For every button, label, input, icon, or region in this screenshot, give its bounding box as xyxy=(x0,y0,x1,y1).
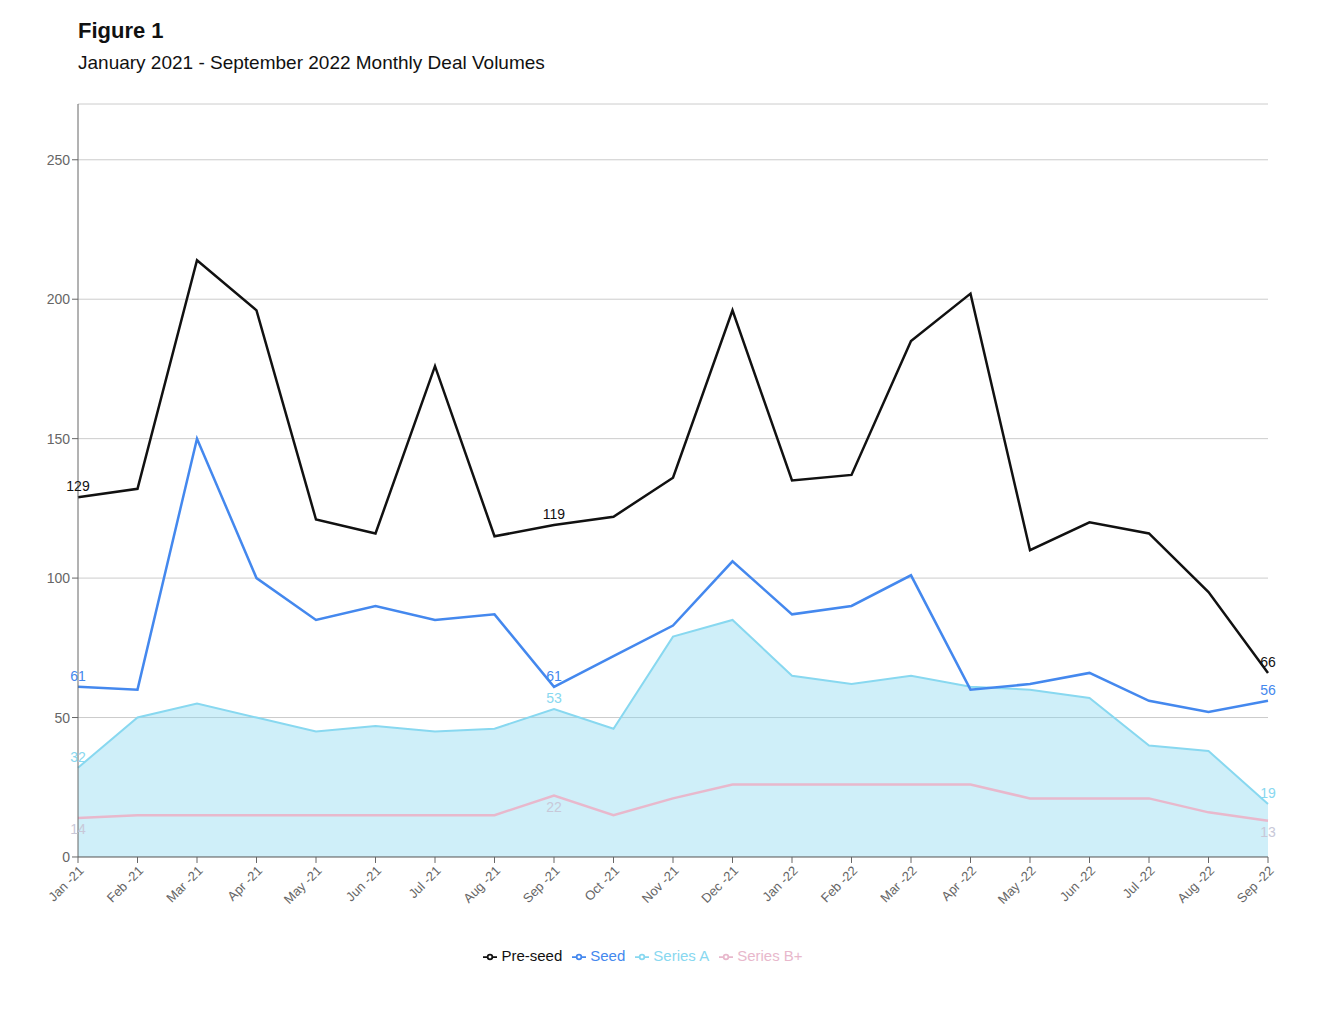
svg-text:Sep -22: Sep -22 xyxy=(1234,863,1277,906)
svg-text:Jul -22: Jul -22 xyxy=(1119,863,1157,901)
svg-text:53: 53 xyxy=(546,690,562,706)
svg-text:32: 32 xyxy=(70,749,86,765)
html-text:Series B+: Series B+ xyxy=(737,947,803,964)
svg-text:19: 19 xyxy=(1260,785,1276,801)
svg-text:May -21: May -21 xyxy=(281,863,325,907)
svg-text:Jan -22: Jan -22 xyxy=(759,863,800,904)
html-text:Seed: Seed xyxy=(590,947,626,964)
svg-text:13: 13 xyxy=(1260,824,1276,840)
svg-text:61: 61 xyxy=(70,668,86,684)
html-text:Figure 1: Figure 1 xyxy=(78,18,164,43)
svg-text:Jul -21: Jul -21 xyxy=(405,863,443,901)
svg-text:Sep -21: Sep -21 xyxy=(520,863,563,906)
svg-text:Apr -22: Apr -22 xyxy=(938,863,979,904)
svg-text:250: 250 xyxy=(47,152,71,168)
svg-text:Aug -22: Aug -22 xyxy=(1174,863,1217,906)
html-text:Series A: Series A xyxy=(653,947,710,964)
svg-text:119: 119 xyxy=(543,506,566,522)
svg-text:Jan -21: Jan -21 xyxy=(45,863,86,904)
svg-text:Jun -21: Jun -21 xyxy=(343,863,384,904)
html-text:January 2021 - September 2022: January 2021 - September 2022 Monthly De… xyxy=(78,52,545,73)
svg-text:56: 56 xyxy=(1260,682,1276,698)
svg-text:129: 129 xyxy=(66,478,90,494)
svg-text:14: 14 xyxy=(70,821,86,837)
svg-text:66: 66 xyxy=(1260,654,1276,670)
svg-text:150: 150 xyxy=(47,431,71,447)
svg-text:Feb -21: Feb -21 xyxy=(104,863,146,905)
svg-text:200: 200 xyxy=(47,291,71,307)
svg-text:22: 22 xyxy=(546,799,562,815)
svg-text:100: 100 xyxy=(47,570,71,586)
svg-text:Aug -21: Aug -21 xyxy=(460,863,503,906)
svg-text:50: 50 xyxy=(54,710,70,726)
svg-text:Nov -21: Nov -21 xyxy=(639,863,682,906)
svg-text:Jun -22: Jun -22 xyxy=(1057,863,1098,904)
svg-text:Dec -21: Dec -21 xyxy=(698,863,741,906)
svg-text:Oct -21: Oct -21 xyxy=(581,863,622,904)
svg-text:Apr -21: Apr -21 xyxy=(224,863,265,904)
svg-text:Feb -22: Feb -22 xyxy=(818,863,860,905)
svg-text:May -22: May -22 xyxy=(995,863,1039,907)
svg-text:Mar -21: Mar -21 xyxy=(163,863,205,905)
svg-text:61: 61 xyxy=(546,668,562,684)
svg-text:Mar -22: Mar -22 xyxy=(877,863,919,905)
svg-text:0: 0 xyxy=(62,849,70,865)
html-text:Pre-seed: Pre-seed xyxy=(501,947,563,964)
